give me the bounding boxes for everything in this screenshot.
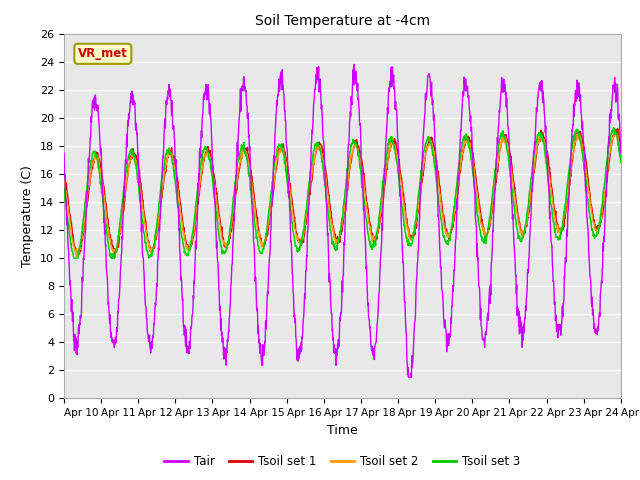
X-axis label: Time: Time [327, 424, 358, 437]
Y-axis label: Temperature (C): Temperature (C) [22, 165, 35, 267]
Text: VR_met: VR_met [78, 48, 128, 60]
Title: Soil Temperature at -4cm: Soil Temperature at -4cm [255, 14, 430, 28]
Legend: Tair, Tsoil set 1, Tsoil set 2, Tsoil set 3: Tair, Tsoil set 1, Tsoil set 2, Tsoil se… [159, 450, 525, 473]
